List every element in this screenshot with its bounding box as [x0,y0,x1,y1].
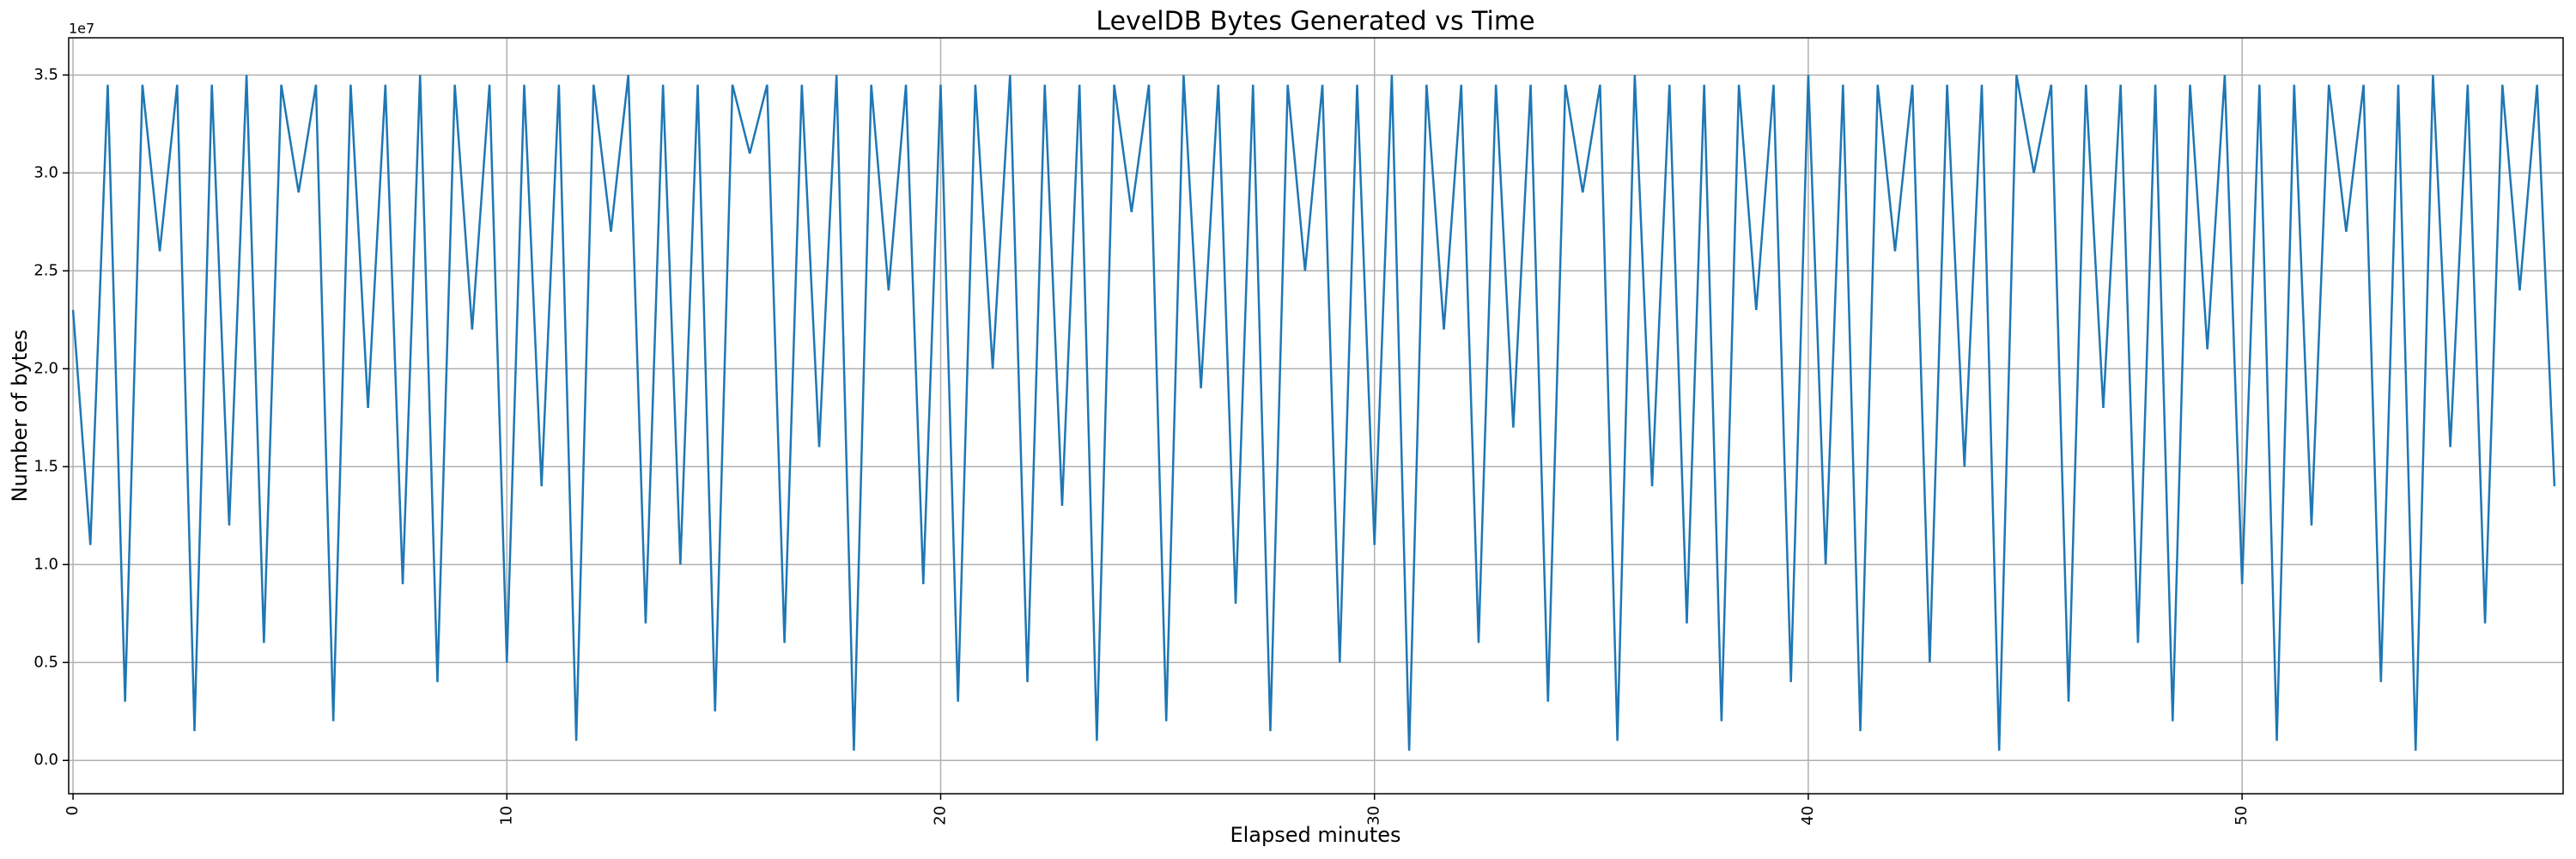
y-tick-label: 2.0 [33,359,58,377]
y-tick-label: 3.0 [33,163,58,181]
y-tick-label: 0.0 [33,751,58,769]
x-tick-label: 30 [1365,806,1383,825]
y-tick-label: 0.5 [33,653,58,671]
x-axis-label: Elapsed minutes [1230,823,1400,847]
data-line [71,75,2556,751]
x-tick-label: 40 [1799,806,1817,825]
y-tick-label: 3.5 [33,65,58,83]
y-offset-text: 1e7 [69,21,94,37]
x-tick-label: 0 [64,806,82,815]
chart-title: LevelDB Bytes Generated vs Time [1096,7,1534,37]
y-tick-label: 2.5 [33,261,58,279]
x-tick-label: 50 [2233,806,2251,825]
y-tick-label: 1.5 [33,457,58,475]
plot-frame [68,37,2564,795]
x-tick-label: 20 [931,806,949,825]
y-axis-label: Number of bytes [8,330,32,503]
x-tick-label: 10 [497,806,515,825]
y-tick-label: 1.0 [33,555,58,573]
